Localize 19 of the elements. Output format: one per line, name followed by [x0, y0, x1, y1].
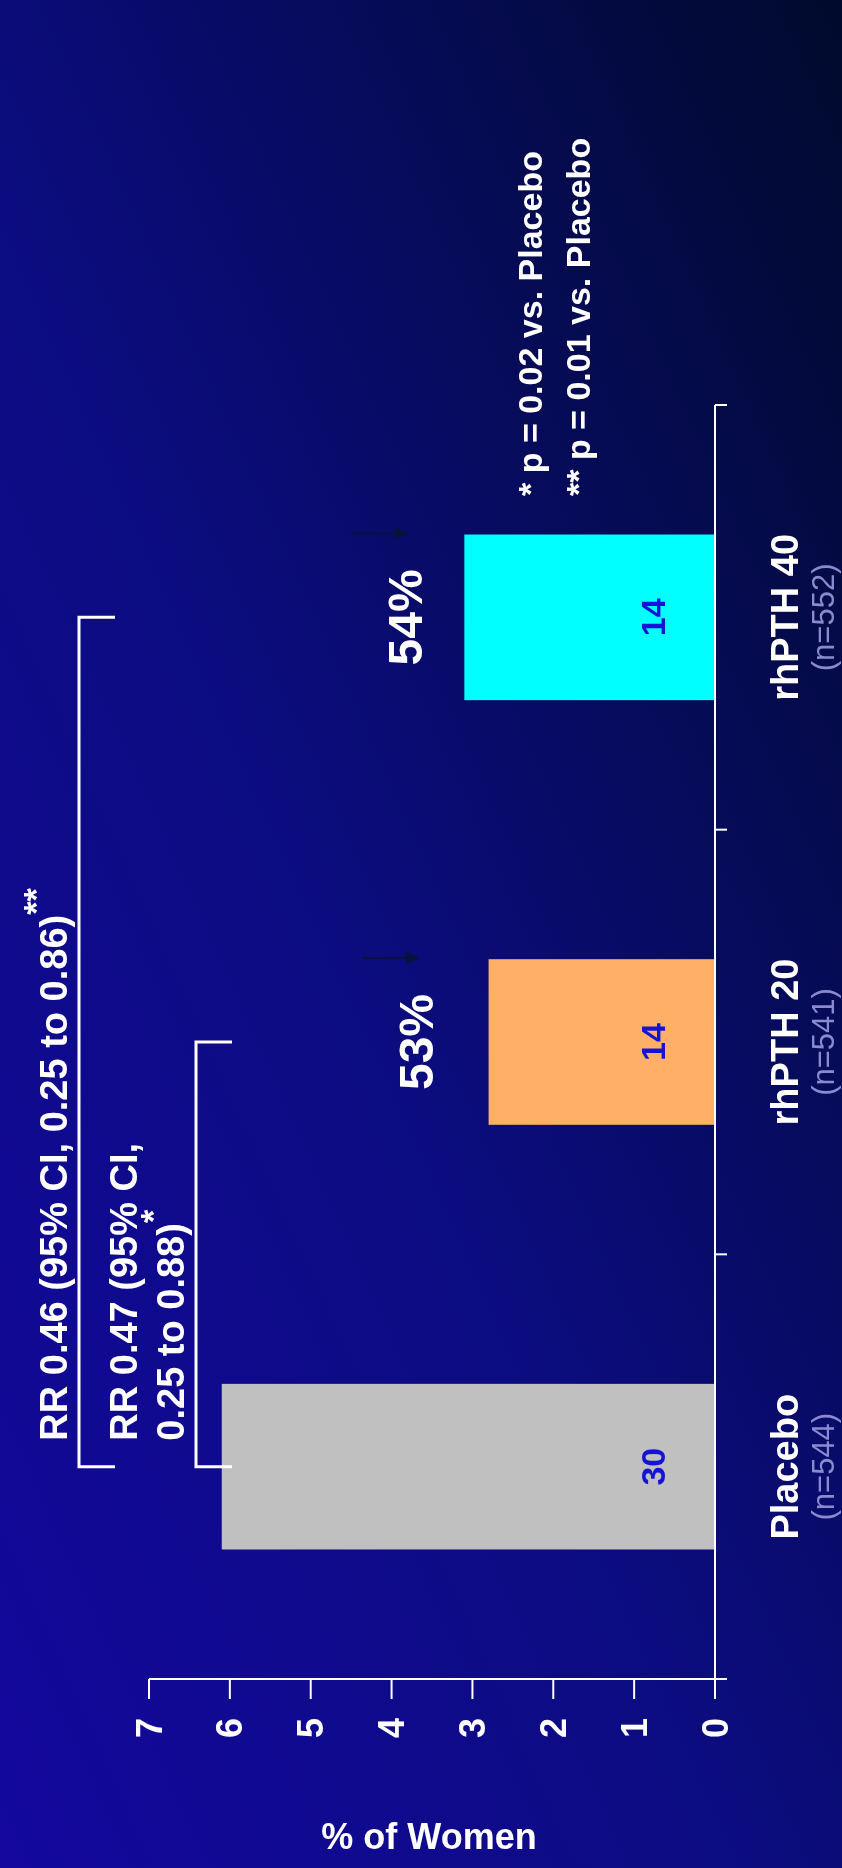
annotation: * p = 0.02 vs. Placebo	[511, 151, 549, 496]
annotation: 30	[634, 1447, 672, 1486]
x-axis-title: % of Women	[321, 1815, 537, 1857]
x-tick-label: 7	[128, 1718, 170, 1739]
annotation: ** p = 0.01 vs. Placebo	[559, 137, 597, 496]
y-tick-label: Placebo (n=544)	[764, 1393, 841, 1540]
annotation: 53%	[389, 993, 443, 1091]
annotation: 54%	[378, 569, 432, 666]
x-tick-label: 5	[290, 1718, 332, 1739]
x-tick-label: 3	[451, 1718, 493, 1739]
annotation: 14	[634, 1023, 672, 1061]
x-tick-label: 2	[532, 1718, 574, 1739]
x-tick-label: 0	[694, 1718, 736, 1739]
annotation: 14	[634, 598, 672, 637]
x-tick-label: 1	[613, 1718, 655, 1739]
x-tick-label: 4	[371, 1718, 413, 1739]
y-tick-label: rhPTH 20 (n=541)	[764, 958, 841, 1126]
y-tick-label: rhPTH 40 (n=552)	[764, 533, 841, 701]
x-tick-label: 6	[209, 1718, 251, 1739]
